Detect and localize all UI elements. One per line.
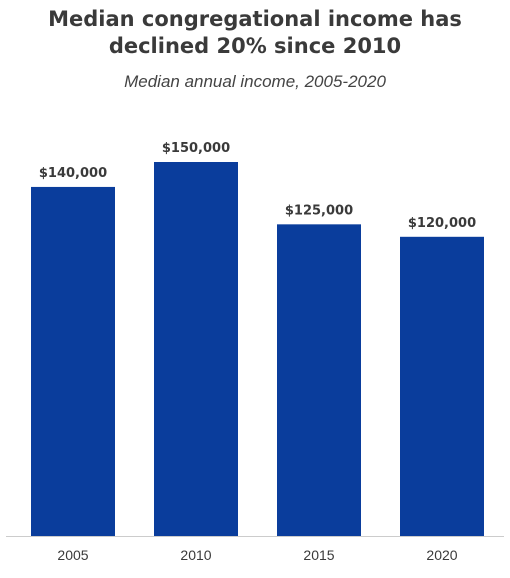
chart-title-line-2: declined 20% since 2010: [108, 34, 402, 58]
data-label-2015: $125,000: [285, 203, 353, 218]
data-label-2005: $140,000: [39, 166, 107, 181]
x-tick-label-2005: 2005: [57, 547, 88, 563]
chart-title-line-1: Median congregational income has: [48, 7, 462, 31]
bars-group: $140,000 2005 $150,000 2010 $125,000 2015 $120…: [31, 141, 484, 563]
data-label-2020: $120,000: [408, 216, 476, 231]
bar-2015: [277, 224, 361, 537]
bar-2005: [31, 186, 115, 536]
x-tick-label-2010: 2010: [180, 547, 211, 563]
x-tick-label-2015: 2015: [303, 547, 334, 563]
bar-2020: [400, 236, 484, 537]
x-tick-label-2020: 2020: [426, 547, 457, 563]
chart-title: Median congregational income has decline…: [0, 6, 510, 60]
data-label-2010: $150,000: [162, 141, 230, 156]
chart-subtitle: Median annual income, 2005-2020: [124, 72, 386, 91]
bar-2010: [154, 162, 238, 536]
